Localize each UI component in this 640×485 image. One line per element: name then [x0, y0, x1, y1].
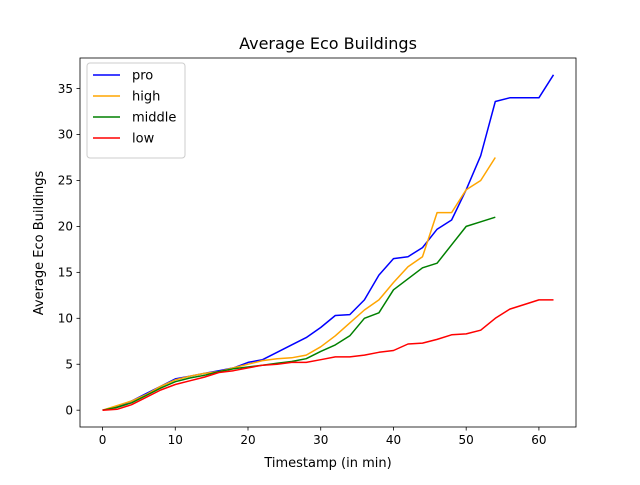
plot-area: [79, 57, 577, 428]
x-axis-label: Timestamp (in min): [263, 456, 391, 471]
x-tick-label: 50: [459, 433, 474, 447]
legend-frame: [86, 62, 186, 159]
x-tick-label: 40: [386, 433, 401, 447]
legend-label-pro: pro: [132, 69, 153, 84]
x-tick-label: 20: [240, 433, 255, 447]
y-axis-label: Average Eco Buildings: [32, 171, 47, 316]
x-tick-label: 60: [531, 433, 546, 447]
y-tick-label: 35: [58, 82, 73, 96]
y-tick-label: 15: [58, 266, 73, 280]
series-line-high: [102, 157, 496, 411]
legend-label-low: low: [132, 132, 155, 147]
series-line-low: [102, 299, 554, 411]
y-tick-label: 20: [58, 220, 73, 234]
x-tick-label: 30: [313, 433, 328, 447]
series-line-pro: [102, 74, 555, 411]
x-tick-label: 0: [99, 433, 107, 447]
legend-label-high: high: [132, 90, 160, 105]
y-axis: 0 5 10 15 20 25 30 35: [58, 82, 80, 417]
chart-title: Average Eco Buildings: [239, 34, 417, 53]
plot-frame: [79, 57, 577, 428]
legend-label-middle: middle: [132, 111, 176, 126]
x-tick-label: 10: [168, 433, 183, 447]
y-tick-label: 25: [58, 174, 73, 188]
x-axis: 0 10 20 30 40 50 60: [99, 427, 547, 447]
series-line-middle: [102, 216, 496, 411]
legend: pro high middle low: [86, 62, 186, 159]
y-tick-label: 0: [65, 403, 73, 417]
y-tick-label: 10: [58, 312, 73, 326]
y-tick-label: 30: [58, 128, 73, 142]
y-tick-label: 5: [65, 357, 73, 371]
